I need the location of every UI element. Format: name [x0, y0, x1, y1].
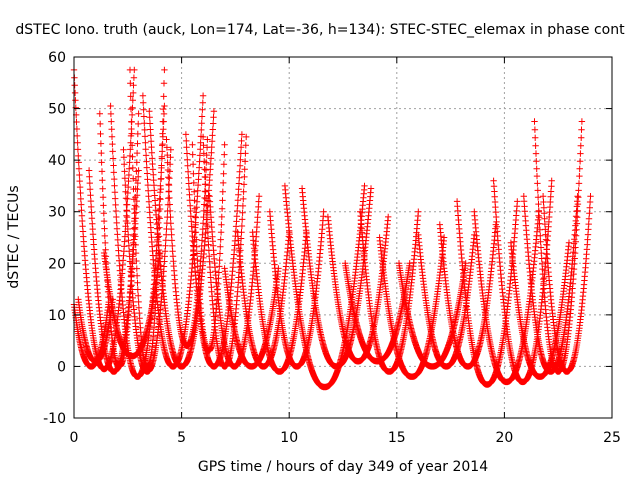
x-tick-label: 5	[177, 430, 186, 446]
satellite-pass	[199, 133, 250, 370]
y-tick-label: -10	[43, 411, 66, 427]
satellite-pass	[539, 193, 594, 375]
satellite-pass	[126, 66, 168, 370]
x-axis-label: GPS time / hours of day 349 of year 2014	[198, 459, 488, 475]
satellite-pass	[324, 213, 392, 365]
pass-markers	[324, 213, 392, 365]
pass-markers	[199, 133, 250, 370]
pass-markers	[376, 234, 448, 380]
pass-markers	[539, 193, 594, 375]
satellite-pass	[120, 146, 174, 375]
pass-markers	[120, 146, 174, 375]
y-tick-label: 60	[48, 50, 66, 66]
x-tick-label: 25	[603, 430, 621, 446]
x-tick-label: 10	[280, 430, 298, 446]
y-axis-label: dSTEC / TECUs	[6, 185, 22, 288]
x-tick-label: 20	[495, 430, 513, 446]
x-tick-label: 15	[388, 430, 406, 446]
pass-markers	[126, 66, 168, 370]
satellite-pass	[163, 136, 211, 349]
y-tick-label: 40	[48, 153, 66, 169]
y-tick-label: 30	[48, 205, 66, 221]
chart-title: dSTEC Iono. truth (auck, Lon=174, Lat=-3…	[15, 22, 625, 38]
pass-markers	[163, 136, 211, 349]
y-tick-label: 20	[48, 256, 66, 272]
x-tick-label: 0	[70, 430, 79, 446]
satellite-pass	[376, 234, 448, 380]
y-tick-label: 50	[48, 102, 66, 118]
data-marks	[70, 66, 594, 391]
y-tick-label: 0	[57, 359, 66, 375]
y-tick-label: 10	[48, 308, 66, 324]
plot-frame	[73, 56, 613, 419]
